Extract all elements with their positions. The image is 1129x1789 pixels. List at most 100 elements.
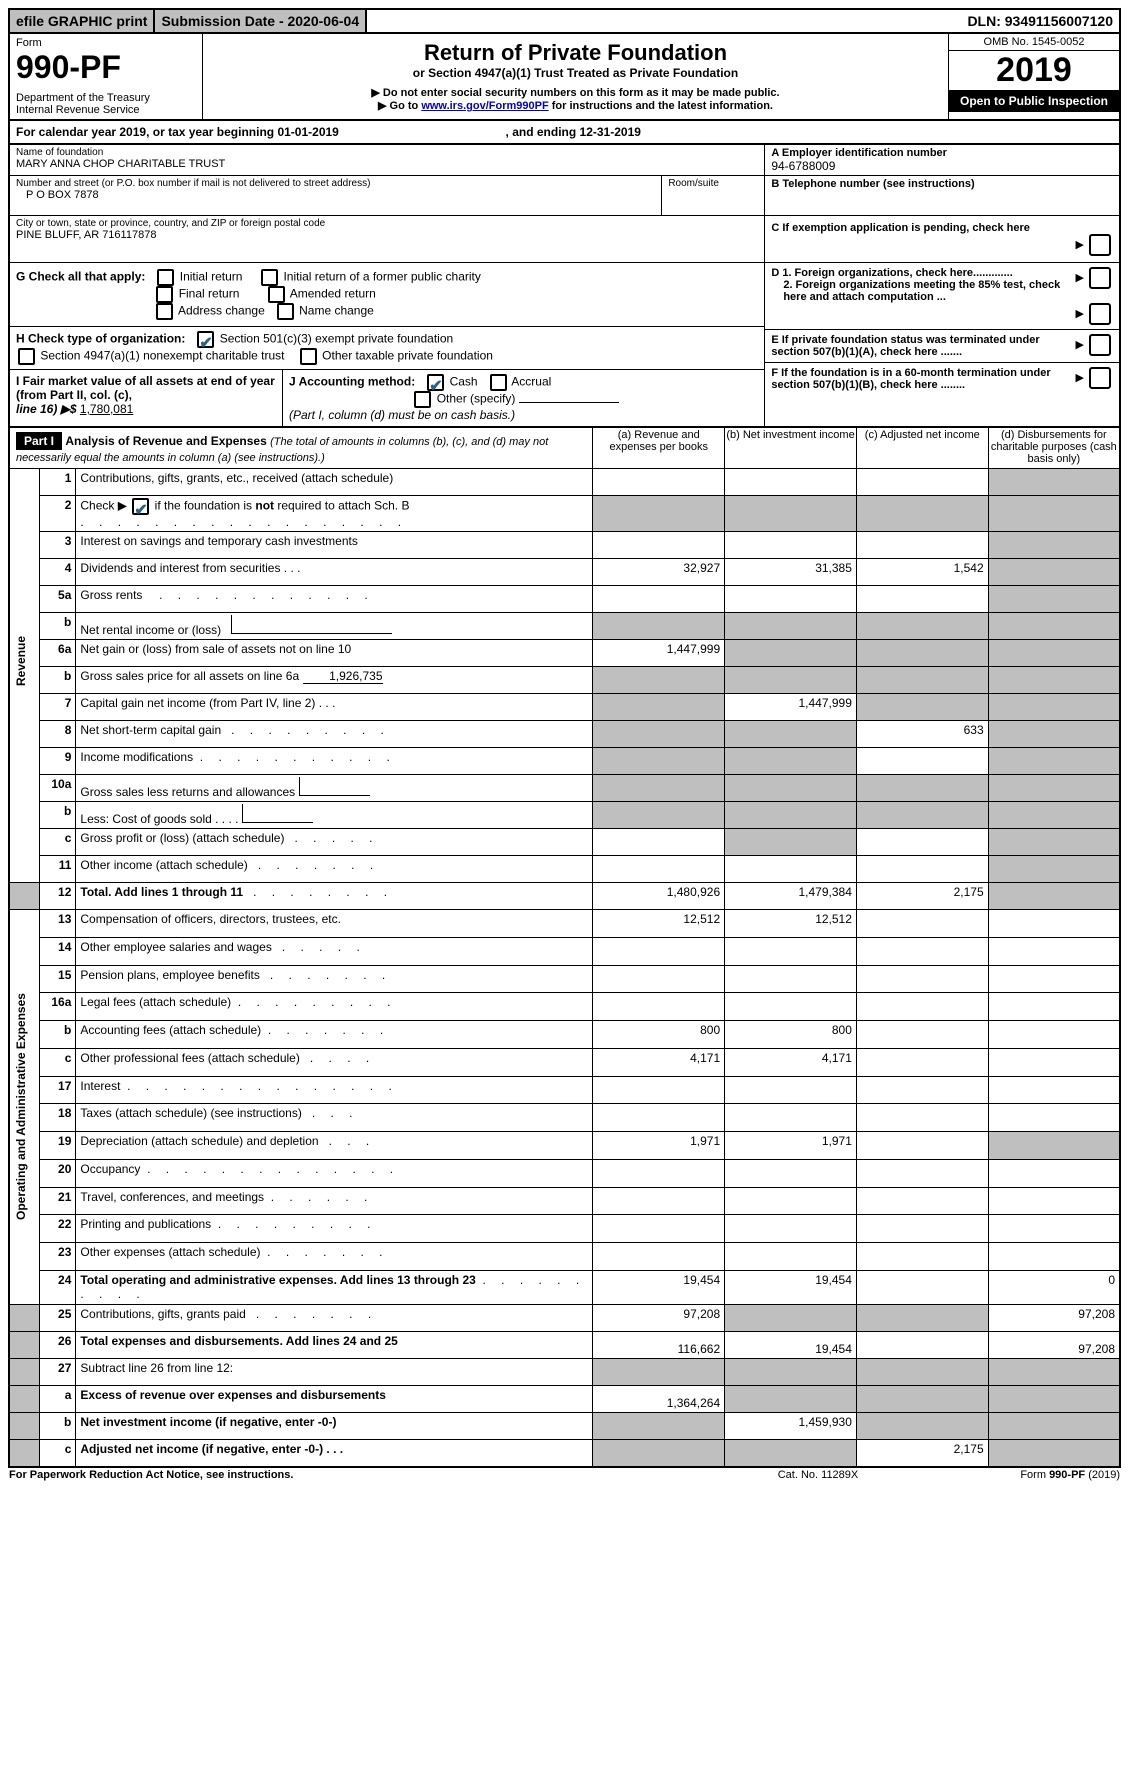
efile-header: efile GRAPHIC print Submission Date - 20… xyxy=(8,8,1121,34)
table-row: bLess: Cost of goods sold . . . . xyxy=(9,802,1120,829)
e-checkbox[interactable] xyxy=(1089,334,1111,356)
dln-label: DLN: 93491156007120 xyxy=(961,10,1119,32)
table-row: 23Other expenses (attach schedule) . . .… xyxy=(9,1243,1120,1271)
g-label: G Check all that apply: xyxy=(16,270,145,284)
g-opt4: Amended return xyxy=(290,287,376,301)
table-row: 11Other income (attach schedule) . . . .… xyxy=(9,856,1120,883)
h-501c3-checkbox[interactable]: ✔ xyxy=(197,331,214,348)
j-other: Other (specify) xyxy=(437,392,516,406)
table-row: 2 Check ▶ ✔ if the foundation is not req… xyxy=(9,496,1120,532)
j-cash: Cash xyxy=(450,375,478,389)
tel-label: B Telephone number (see instructions) xyxy=(771,178,1113,190)
table-row: bGross sales price for all assets on lin… xyxy=(9,667,1120,694)
part1-label: Part I xyxy=(16,432,62,450)
d2-checkbox[interactable] xyxy=(1089,303,1111,325)
addr-value: P O BOX 7878 xyxy=(26,189,655,201)
table-row: 27Subtract line 26 from line 12: xyxy=(9,1359,1120,1386)
table-row: cGross profit or (loss) (attach schedule… xyxy=(9,829,1120,856)
d2-label: 2. Foreign organizations meeting the 85%… xyxy=(783,279,1063,303)
table-row: 14Other employee salaries and wages . . … xyxy=(9,937,1120,965)
form-word: Form xyxy=(16,37,196,49)
dept-treasury: Department of the Treasury xyxy=(16,92,196,104)
table-row: 5aGross rents . . . . . . . . . . . . xyxy=(9,586,1120,613)
table-row: bNet rental income or (loss) xyxy=(9,613,1120,640)
e-label: E If private foundation status was termi… xyxy=(771,334,1051,358)
col-c-header: (c) Adjusted net income xyxy=(856,428,988,469)
g-amended-checkbox[interactable] xyxy=(268,286,285,303)
table-row: 22Printing and publications . . . . . . … xyxy=(9,1215,1120,1243)
table-row: 16aLegal fees (attach schedule) . . . . … xyxy=(9,993,1120,1021)
table-row: cAdjusted net income (if negative, enter… xyxy=(9,1440,1120,1468)
footer-cat: Cat. No. 11289X xyxy=(717,1468,919,1482)
g-opt3: Final return xyxy=(179,287,240,301)
form-note2: ▶ Go to www.irs.gov/Form990PF for instru… xyxy=(213,99,938,112)
table-row: Revenue 1 Contributions, gifts, grants, … xyxy=(9,469,1120,496)
j-note: (Part I, column (d) must be on cash basi… xyxy=(289,408,515,422)
f-label: F If the foundation is in a 60-month ter… xyxy=(771,367,1051,391)
expenses-side-label: Operating and Administrative Expenses xyxy=(14,912,28,1302)
table-row: 12Total. Add lines 1 through 11 . . . . … xyxy=(9,883,1120,910)
form-note1: ▶ Do not enter social security numbers o… xyxy=(213,86,938,99)
col-a-header: (a) Revenue and expenses per books xyxy=(593,428,725,469)
table-row: 10aGross sales less returns and allowanc… xyxy=(9,775,1120,802)
omb-number: OMB No. 1545-0052 xyxy=(949,34,1119,51)
table-row: 25Contributions, gifts, grants paid . . … xyxy=(9,1305,1120,1332)
city-label: City or town, state or province, country… xyxy=(16,218,758,229)
ein-label: A Employer identification number xyxy=(771,147,1113,159)
h-label: H Check type of organization: xyxy=(16,332,185,346)
h-opt3: Other taxable private foundation xyxy=(322,349,493,363)
revenue-side-label: Revenue xyxy=(14,471,28,851)
foundation-name: MARY ANNA CHOP CHARITABLE TRUST xyxy=(16,158,758,170)
table-row: 26Total expenses and disbursements. Add … xyxy=(9,1332,1120,1359)
room-label: Room/suite xyxy=(662,176,765,216)
foundation-name-label: Name of foundation xyxy=(16,147,758,158)
h-4947-checkbox[interactable] xyxy=(18,348,35,365)
table-row: 7Capital gain net income (from Part IV, … xyxy=(9,694,1120,721)
f-checkbox[interactable] xyxy=(1089,367,1111,389)
g-initial-former-checkbox[interactable] xyxy=(261,269,278,286)
h-other-checkbox[interactable] xyxy=(300,348,317,365)
table-row: 8Net short-term capital gain . . . . . .… xyxy=(9,721,1120,748)
table-row: 24Total operating and administrative exp… xyxy=(9,1270,1120,1304)
schb-checkbox[interactable]: ✔ xyxy=(132,498,149,515)
d1-checkbox[interactable] xyxy=(1089,267,1111,289)
form-title: Return of Private Foundation xyxy=(213,40,938,66)
table-row: 6aNet gain or (loss) from sale of assets… xyxy=(9,640,1120,667)
table-row: bNet investment income (if negative, ent… xyxy=(9,1413,1120,1440)
h-opt2: Section 4947(a)(1) nonexempt charitable … xyxy=(40,349,284,363)
table-row: 20Occupancy . . . . . . . . . . . . . . xyxy=(9,1159,1120,1187)
table-row: 18Taxes (attach schedule) (see instructi… xyxy=(9,1104,1120,1132)
dept-irs: Internal Revenue Service xyxy=(16,104,196,116)
c-label: C If exemption application is pending, c… xyxy=(771,222,1030,234)
irs-link[interactable]: www.irs.gov/Form990PF xyxy=(421,100,548,112)
g-opt1: Initial return xyxy=(180,270,243,284)
col-b-header: (b) Net investment income xyxy=(725,428,857,469)
j-accrual: Accrual xyxy=(511,375,551,389)
g-name-checkbox[interactable] xyxy=(277,303,294,320)
fmv-value: 1,780,081 xyxy=(80,402,133,416)
j-cash-checkbox[interactable]: ✔ xyxy=(427,374,444,391)
h-opt1: Section 501(c)(3) exempt private foundat… xyxy=(220,332,453,346)
table-row: 17Interest . . . . . . . . . . . . . . . xyxy=(9,1076,1120,1104)
g-final-checkbox[interactable] xyxy=(156,286,173,303)
fmv-label2: line 16) ▶$ xyxy=(16,402,80,416)
table-row: 3Interest on savings and temporary cash … xyxy=(9,532,1120,559)
table-row: cOther professional fees (attach schedul… xyxy=(9,1048,1120,1076)
table-row: 19Depreciation (attach schedule) and dep… xyxy=(9,1132,1120,1160)
submission-date: Submission Date - 2020-06-04 xyxy=(155,10,367,32)
addr-label: Number and street (or P.O. box number if… xyxy=(16,178,655,189)
j-label: J Accounting method: xyxy=(289,375,415,389)
c-checkbox[interactable] xyxy=(1089,234,1111,256)
g-address-checkbox[interactable] xyxy=(156,303,173,320)
g-initial-checkbox[interactable] xyxy=(157,269,174,286)
table-row: 15Pension plans, employee benefits . . .… xyxy=(9,965,1120,993)
part1-title: Analysis of Revenue and Expenses xyxy=(65,434,270,448)
form-subtitle: or Section 4947(a)(1) Trust Treated as P… xyxy=(213,66,938,80)
j-accrual-checkbox[interactable] xyxy=(490,374,507,391)
table-row: 21Travel, conferences, and meetings . . … xyxy=(9,1187,1120,1215)
calendar-year-line: For calendar year 2019, or tax year begi… xyxy=(8,121,1121,143)
table-row: 9Income modifications . . . . . . . . . … xyxy=(9,748,1120,775)
efile-print-button[interactable]: efile GRAPHIC print xyxy=(10,10,155,32)
tax-year: 2019 xyxy=(949,51,1119,90)
j-other-checkbox[interactable] xyxy=(414,391,431,408)
